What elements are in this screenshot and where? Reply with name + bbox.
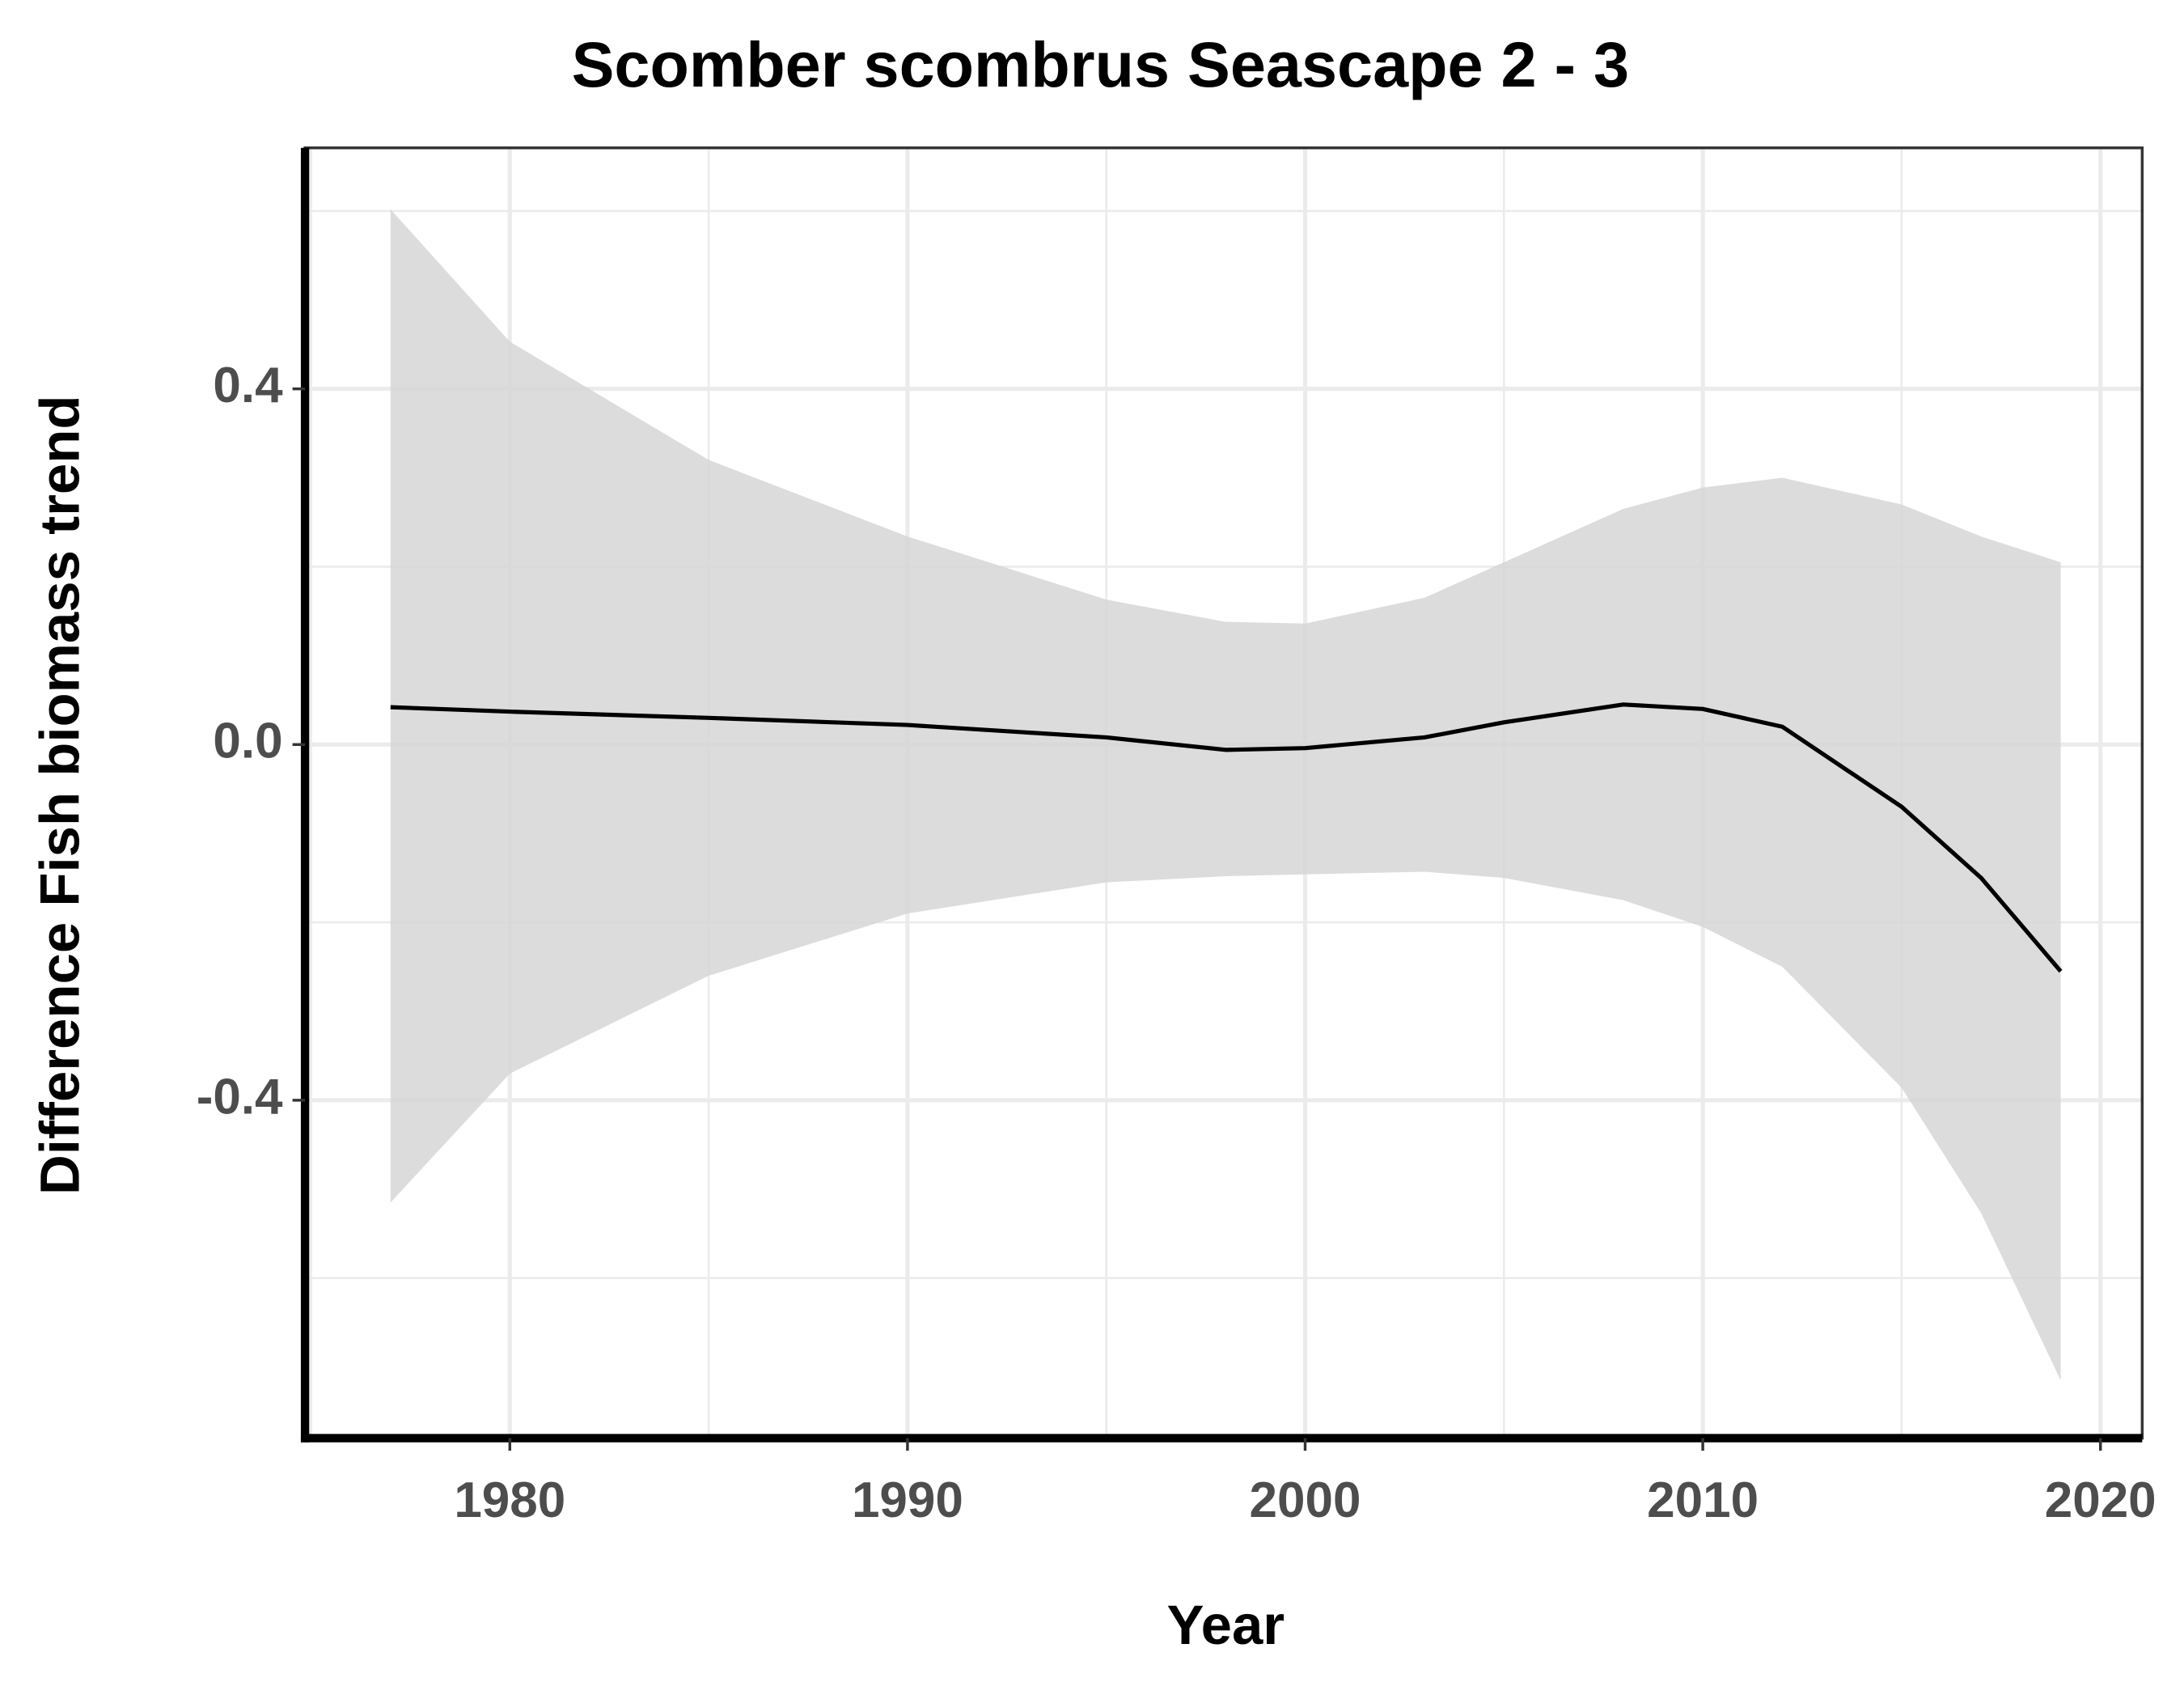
trend-line (390, 702, 2063, 973)
y-tick-label: 0.4 (213, 358, 283, 413)
x-tick-label: 1990 (852, 1472, 963, 1528)
x-tick-label: 2000 (1250, 1472, 1361, 1528)
y-tick-label: -0.4 (197, 1069, 283, 1125)
x-tick-label: 2010 (1647, 1472, 1759, 1528)
x-tick-label: 1980 (454, 1472, 565, 1528)
x-tick-label: 2020 (2045, 1472, 2156, 1528)
chart-title: Scomber scombrus Seascape 2 - 3 (572, 28, 1629, 100)
y-axis-title: Difference Fish biomass trend (28, 395, 91, 1195)
y-tick-label: 0.0 (213, 714, 282, 769)
confidence-band (390, 209, 2061, 1381)
x-axis-title: Year (1167, 1594, 1285, 1656)
